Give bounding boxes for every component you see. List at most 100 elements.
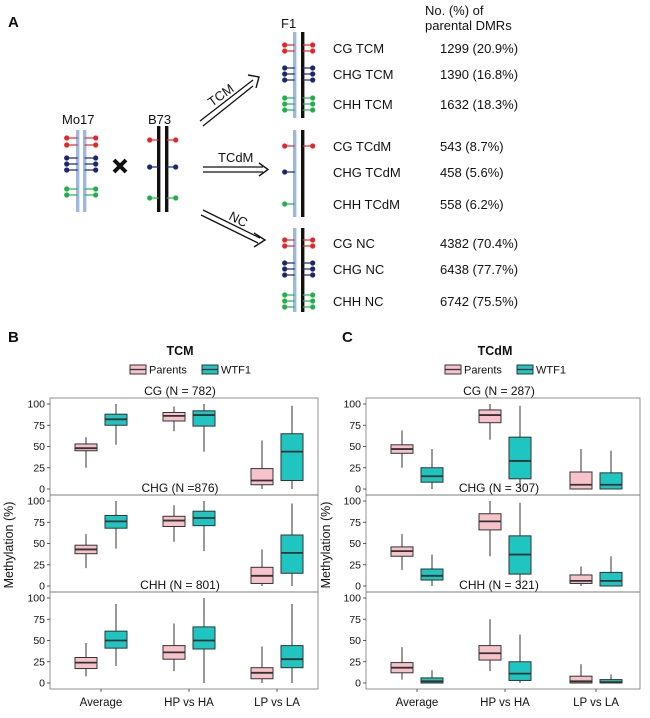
box-wtf1 xyxy=(508,502,532,586)
y-tick-label: 50 xyxy=(349,635,361,647)
box-parents xyxy=(569,664,593,684)
panel-label-b: B xyxy=(8,329,19,346)
dmr-rows: CG TCM 1299 (20.9%) CHG TCM 1390 (16.8%) CHH… xyxy=(333,41,518,309)
chromatid xyxy=(83,130,87,212)
y-axis-label: Methylation (%) xyxy=(319,502,333,589)
methyl-mark-dot xyxy=(64,161,70,167)
y-tick-label: 100 xyxy=(27,399,45,411)
methyl-mark-dot xyxy=(282,201,288,207)
box-wtf1 xyxy=(280,603,304,683)
box-iqr xyxy=(508,436,532,480)
y-tick-label: 25 xyxy=(33,462,45,474)
box-wtf1 xyxy=(508,405,532,489)
chromatid xyxy=(76,130,80,212)
chromatid xyxy=(165,126,169,212)
chromosome-f1-tcdm xyxy=(282,130,316,217)
methyl-mark-dot xyxy=(93,186,99,192)
legend-label-wtf1: WTF1 xyxy=(221,365,251,377)
methyl-mark-dot xyxy=(173,137,179,143)
box-parents xyxy=(478,501,502,557)
chromosome-mo17 xyxy=(64,130,99,212)
y-tick-label: 75 xyxy=(33,517,45,529)
box-wtf1 xyxy=(280,503,304,586)
y-axis-label: Methylation (%) xyxy=(2,502,16,589)
box-wtf1 xyxy=(508,634,532,683)
methyl-mark-dot xyxy=(310,272,316,278)
methyl-mark-dot xyxy=(282,237,288,243)
cross-icon xyxy=(112,158,128,174)
methyl-mark-dot xyxy=(93,135,99,141)
methyl-mark-dot xyxy=(310,304,316,310)
y-tick-label: 75 xyxy=(349,517,361,529)
box-iqr xyxy=(599,571,623,587)
panel-label-c: C xyxy=(342,329,353,346)
arrow-tcm xyxy=(199,74,260,127)
facet-2: CHG (N =876) 0 25 50 75 100 xyxy=(27,481,319,593)
dmr-row-count: 558 (6.2%) xyxy=(440,197,504,212)
chromatid-mo17 xyxy=(293,32,297,118)
box-parents xyxy=(569,449,593,490)
y-tick-label: 100 xyxy=(343,593,361,605)
y-tick-label: 25 xyxy=(33,656,45,668)
x-tick-label: HP vs HA xyxy=(480,697,530,709)
x-tick-label: HP vs HA xyxy=(164,697,214,709)
box-iqr xyxy=(250,468,274,486)
methyl-mark-dot xyxy=(282,48,288,54)
dmr-row-label: CG NC xyxy=(333,236,375,251)
x-tick-label: Average xyxy=(80,697,123,709)
methyl-mark-dot xyxy=(282,101,288,107)
box-parents xyxy=(390,647,414,680)
methyl-mark-dot xyxy=(310,298,316,304)
chromatid-b73 xyxy=(301,228,305,312)
box-wtf1 xyxy=(420,670,444,684)
chromosome-b73 xyxy=(147,126,179,212)
methyl-mark-dot xyxy=(282,77,288,83)
box-wtf1 xyxy=(192,501,216,552)
methyl-mark-dot xyxy=(282,42,288,48)
box-wtf1 xyxy=(104,501,128,549)
y-tick-label: 0 xyxy=(355,678,361,690)
methyl-mark-dot xyxy=(310,48,316,54)
y-tick-label: 50 xyxy=(33,441,45,453)
legend: Parents WTF1 xyxy=(129,364,251,377)
panel-a-schematic: Mo17 B73 F1 No. (%) of parental DMRs TCM… xyxy=(62,3,518,312)
arrow-nc xyxy=(200,209,267,248)
y-tick-label: 0 xyxy=(39,678,45,690)
arrow-label-tcdm: TCdM xyxy=(218,150,253,165)
dmr-row-label: CG TCM xyxy=(333,41,384,56)
methyl-mark-dot xyxy=(282,169,288,175)
methyl-mark-dot xyxy=(93,161,99,167)
box-parents xyxy=(390,430,414,468)
methyl-mark-dot xyxy=(310,65,316,71)
methyl-mark-dot xyxy=(310,42,316,48)
methyl-mark-dot xyxy=(64,135,70,141)
box-wtf1 xyxy=(599,556,623,587)
facet-1: CG (N = 782) 0 25 50 75 100 xyxy=(27,384,319,496)
f1-label: F1 xyxy=(281,16,296,31)
box-iqr xyxy=(280,433,304,481)
box-parents xyxy=(478,404,502,440)
dmr-row-label: CHH TCM xyxy=(333,97,393,112)
box-iqr xyxy=(478,409,502,424)
methyl-mark-dot xyxy=(64,192,70,198)
y-tick-label: 0 xyxy=(355,484,361,496)
box-iqr xyxy=(569,675,593,684)
legend: Parents WTF1 xyxy=(444,364,566,377)
methyl-mark-dot xyxy=(173,164,179,170)
methyl-mark-dot xyxy=(282,71,288,77)
y-tick-label: 0 xyxy=(39,581,45,593)
box-wtf1 xyxy=(104,404,128,445)
box-iqr xyxy=(192,410,216,427)
chromatid-mo17 xyxy=(293,130,297,217)
methyl-mark-dot xyxy=(310,243,316,249)
y-tick-label: 100 xyxy=(343,399,361,411)
box-parents xyxy=(162,505,186,542)
box-iqr xyxy=(508,661,532,681)
legend-label-wtf1: WTF1 xyxy=(536,365,566,377)
box-parents xyxy=(74,534,98,569)
dmr-row-label: CHG TCM xyxy=(333,67,393,82)
methyl-mark-dot xyxy=(93,155,99,161)
box-wtf1 xyxy=(280,405,304,489)
